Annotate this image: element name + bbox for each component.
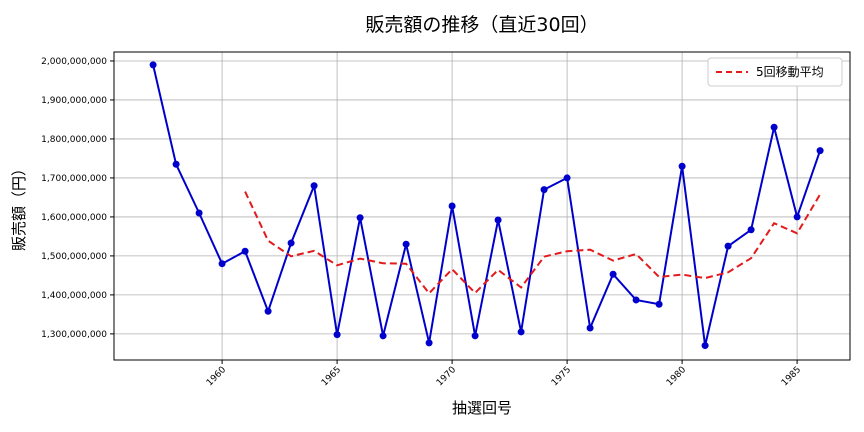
x-tick-label: 1965 (320, 365, 343, 388)
series-layer (149, 61, 824, 350)
sales-point (586, 324, 594, 332)
sales-point (149, 61, 157, 69)
sales-point (287, 239, 295, 247)
x-tick-label: 1960 (205, 365, 228, 388)
y-axis: 1,300,000,000 1,400,000,000 1,500,000,000 1… (41, 57, 114, 340)
sales-point (494, 216, 502, 224)
sales-point (379, 332, 387, 340)
sales-point (632, 296, 640, 304)
sales-point (701, 342, 709, 350)
y-axis-title: 販売額（円） (10, 161, 28, 251)
legend-box (707, 57, 843, 87)
x-tick-label: 1980 (665, 365, 688, 388)
sales-point (264, 307, 272, 315)
chart-title: 販売額の推移（直近30回） (365, 14, 598, 36)
y-tick-label: 2,000,000,000 (41, 57, 107, 67)
sales-point (655, 300, 663, 308)
y-tick-label: 1,500,000,000 (41, 252, 107, 262)
x-tick-label: 1985 (780, 365, 803, 388)
sales-point (609, 270, 617, 278)
sales-point (747, 226, 755, 234)
sales-point (356, 214, 364, 222)
sales-point (448, 202, 456, 210)
legend-label-moving-average: 5回移動平均 (756, 65, 824, 79)
sales-point (241, 247, 249, 255)
sales-point (471, 332, 479, 340)
sales-point (724, 242, 732, 250)
sales-point (425, 339, 433, 347)
x-axis-title: 抽選回号 (452, 399, 512, 417)
sales-point (816, 147, 824, 155)
sales-point (793, 213, 801, 221)
sales-point (333, 331, 341, 339)
sales-point (678, 162, 686, 170)
sales-point (563, 174, 571, 182)
legend: 5回移動平均 (707, 57, 843, 87)
x-tick-label: 1970 (435, 365, 458, 388)
sales-point (517, 328, 525, 336)
sales-point (770, 123, 778, 131)
sales-point (218, 260, 226, 268)
y-tick-label: 1,700,000,000 (41, 174, 107, 184)
grid-layer (114, 52, 850, 360)
sales-point (172, 160, 180, 168)
plot-area-frame (113, 51, 851, 361)
sales-point (540, 186, 548, 194)
x-tick-label: 1975 (550, 365, 573, 388)
y-tick-label: 1,800,000,000 (41, 135, 107, 145)
sales-line (152, 64, 822, 346)
sales-point (310, 182, 318, 190)
y-tick-label: 1,400,000,000 (41, 291, 107, 301)
y-tick-label: 1,600,000,000 (41, 213, 107, 223)
moving-average-line (244, 191, 821, 295)
sales-point (402, 240, 410, 248)
y-tick-label: 1,900,000,000 (41, 96, 107, 106)
sales-point (195, 209, 203, 217)
x-axis: 1960 1965 1970 1975 1980 1985 (205, 360, 803, 388)
y-tick-label: 1,300,000,000 (41, 330, 107, 340)
